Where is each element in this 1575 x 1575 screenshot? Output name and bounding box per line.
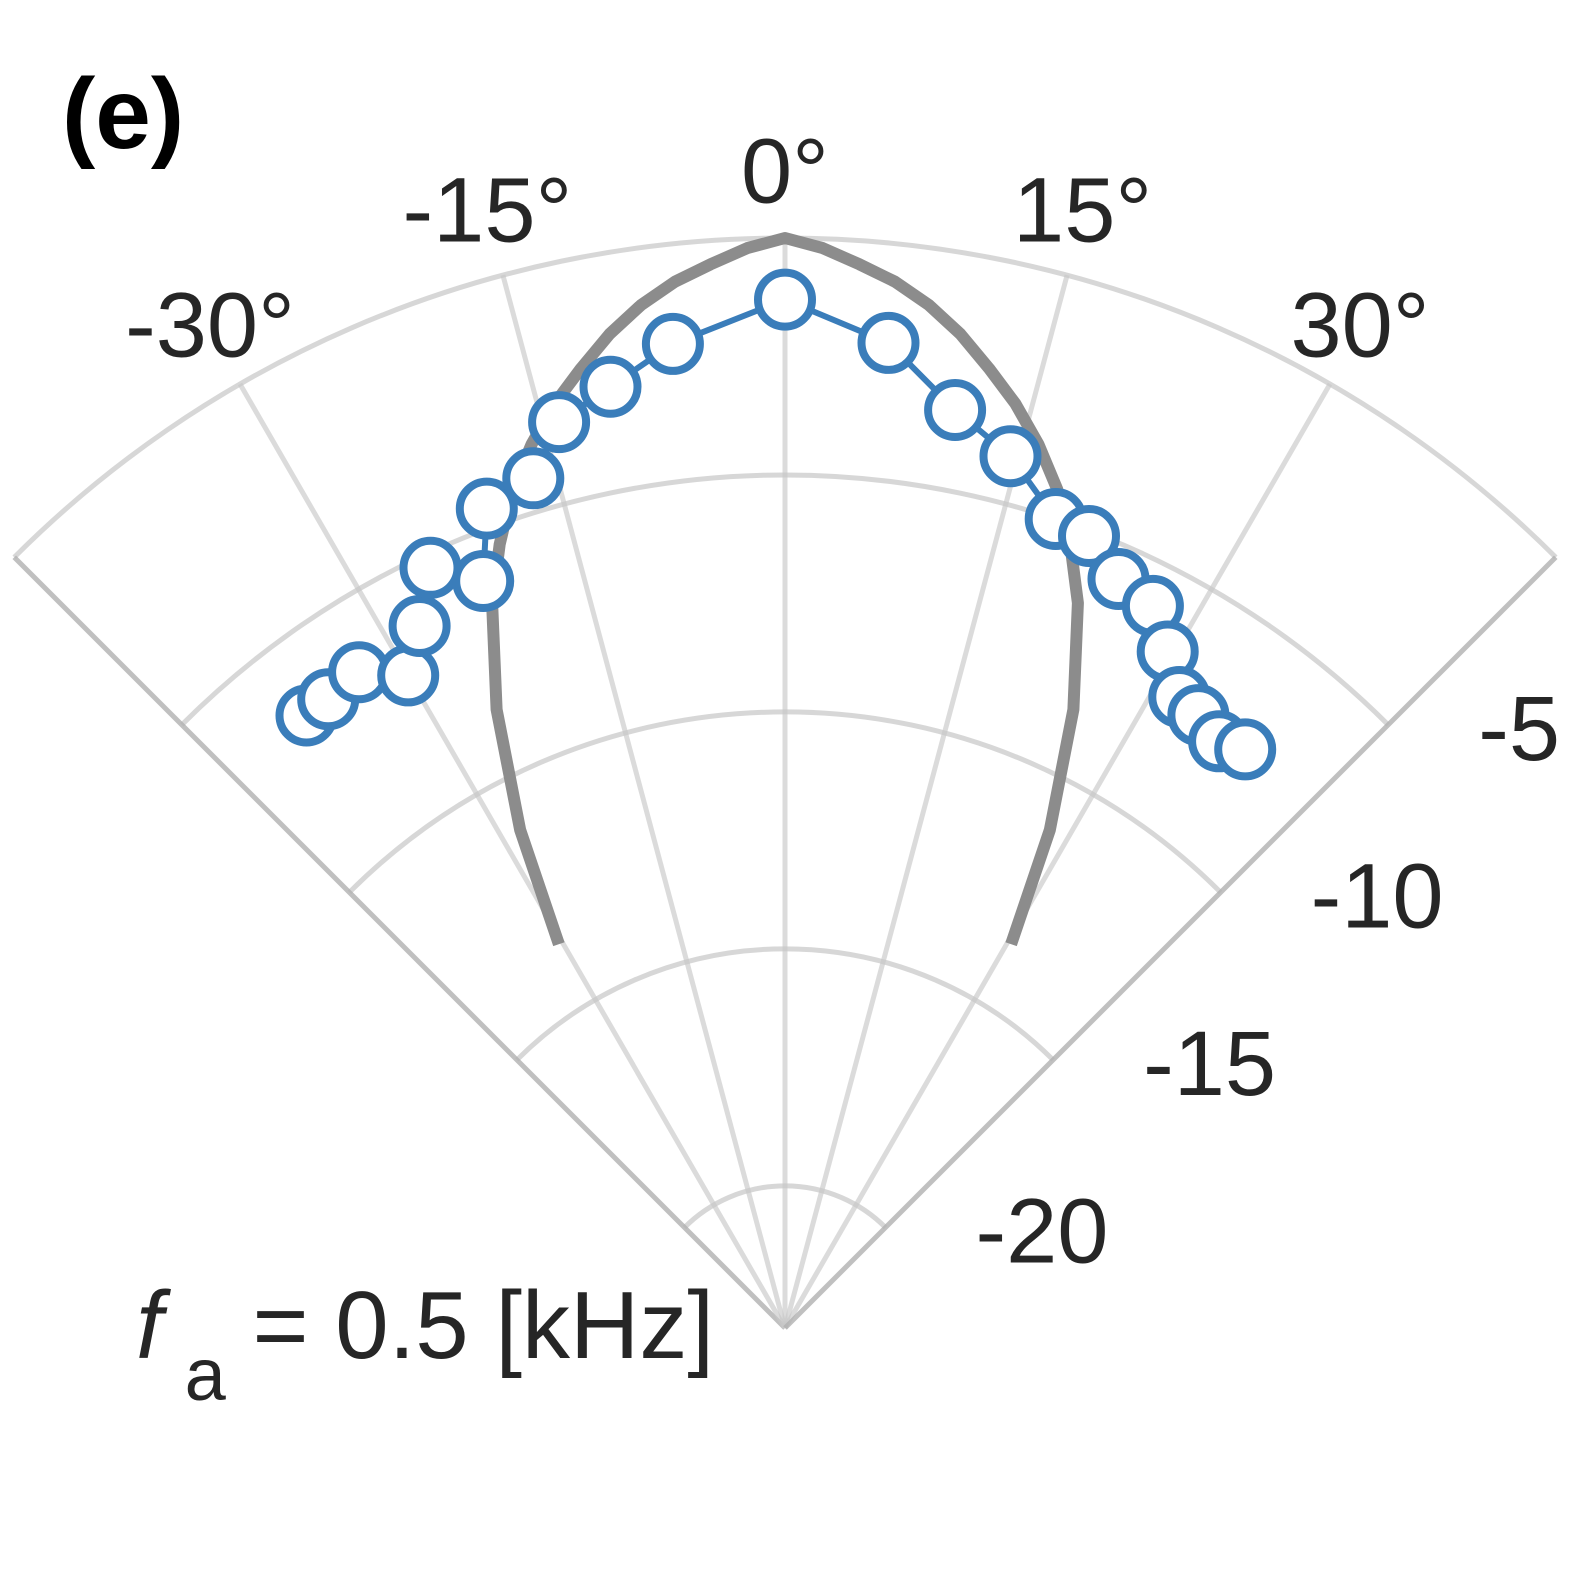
measured-point bbox=[579, 355, 642, 418]
theta-tick-labels: -30° -15° 0° 15° 30° bbox=[125, 120, 1429, 376]
measured-point bbox=[754, 268, 816, 331]
measured-point bbox=[502, 447, 565, 510]
measured-point bbox=[1058, 505, 1120, 567]
series-layer bbox=[275, 232, 1277, 947]
annotation-text: = 0.5 [kHz] bbox=[226, 1272, 714, 1379]
annotation-symbol: f bbox=[136, 1272, 171, 1379]
measured-point bbox=[399, 536, 462, 599]
axis-boundary-spoke bbox=[783, 555, 1558, 1330]
measured-point bbox=[455, 477, 518, 540]
annotation-subscript: a bbox=[185, 1333, 227, 1416]
measured-point bbox=[924, 379, 987, 441]
radial-tick-label: -20 bbox=[976, 1181, 1109, 1283]
measured-point bbox=[452, 550, 515, 612]
measured-point bbox=[528, 391, 591, 454]
measured-point bbox=[641, 312, 704, 375]
theta-tick-label: -30° bbox=[125, 274, 295, 376]
theta-tick-label: 15° bbox=[1013, 159, 1152, 261]
measured-point bbox=[857, 311, 920, 374]
axis-boundary-spoke bbox=[12, 555, 787, 1330]
panel-label: (e) bbox=[62, 58, 184, 170]
measured-point bbox=[1214, 718, 1277, 781]
measured-point bbox=[979, 425, 1042, 488]
theta-tick-label: 0° bbox=[741, 120, 829, 222]
angular-grid-spoke bbox=[782, 382, 1333, 1330]
theta-tick-label: -15° bbox=[403, 159, 573, 261]
radial-tick-labels: -5 -10 -15 -20 bbox=[976, 678, 1561, 1283]
radial-tick-label: -5 bbox=[1478, 678, 1560, 780]
measured-point bbox=[388, 595, 451, 657]
radial-tick-label: -15 bbox=[1143, 1013, 1276, 1115]
angular-grid-spokes bbox=[12, 238, 1558, 1330]
measured-point bbox=[377, 644, 440, 707]
radial-tick-label: -10 bbox=[1311, 845, 1444, 947]
theta-tick-label: 30° bbox=[1290, 274, 1429, 376]
angular-grid-spoke bbox=[237, 382, 788, 1330]
